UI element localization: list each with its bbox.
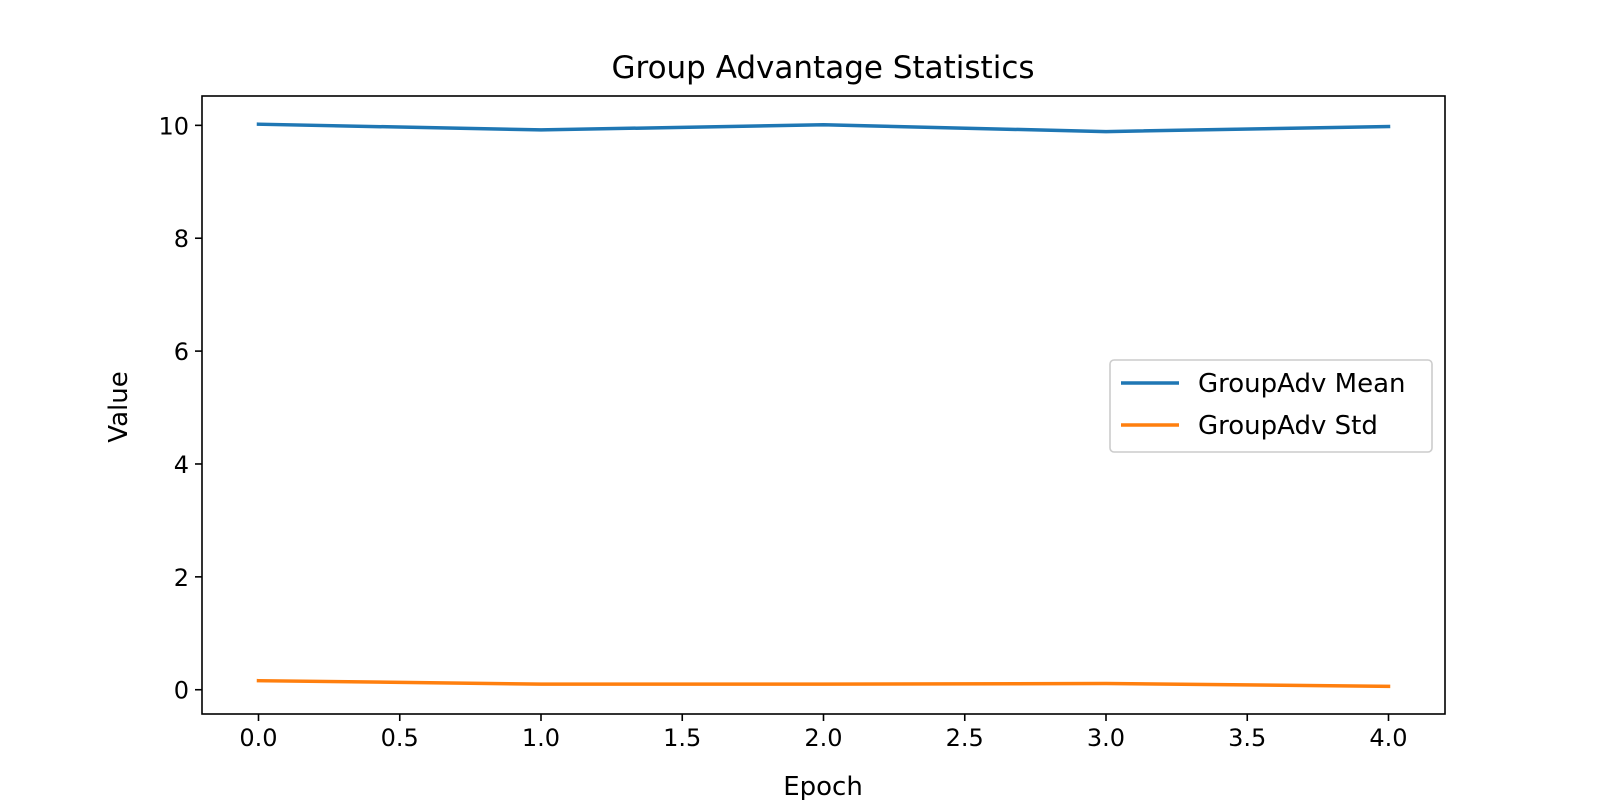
x-tick-label: 1.0 bbox=[522, 724, 560, 752]
y-tick-label: 8 bbox=[174, 225, 189, 253]
x-axis-label: Epoch bbox=[783, 772, 863, 800]
y-tick-label: 6 bbox=[174, 338, 189, 366]
x-tick-label: 4.0 bbox=[1369, 724, 1407, 752]
x-tick-label: 3.0 bbox=[1087, 724, 1125, 752]
y-tick-label: 4 bbox=[174, 451, 189, 479]
chart-title: Group Advantage Statistics bbox=[611, 50, 1034, 86]
plot-area: 0.0 0.5 1.0 1.5 2.0 2.5 3.0 3.5 4.0 0 2 4 6 8 10 bbox=[158, 95, 1446, 752]
y-tick-label: 2 bbox=[174, 564, 189, 592]
x-tick-label: 2.0 bbox=[804, 724, 842, 752]
y-axis-label: Value bbox=[104, 371, 134, 442]
x-tick-label: 3.5 bbox=[1228, 724, 1266, 752]
x-tick-label: 0.0 bbox=[239, 724, 277, 752]
series-line-1 bbox=[256, 122, 1391, 134]
legend-box bbox=[1109, 359, 1433, 453]
legend-label-1: GroupAdv Mean bbox=[1198, 369, 1405, 399]
y-tick-label: 10 bbox=[158, 112, 189, 140]
legend: GroupAdv Mean GroupAdv Std bbox=[1109, 359, 1433, 453]
x-tick-label: 2.5 bbox=[946, 724, 984, 752]
legend-label-2: GroupAdv Std bbox=[1198, 411, 1378, 441]
x-tick-label: 0.5 bbox=[381, 724, 419, 752]
y-tick-label: 0 bbox=[174, 677, 189, 705]
x-tick-label: 1.5 bbox=[663, 724, 701, 752]
series-line-2 bbox=[256, 678, 1391, 689]
